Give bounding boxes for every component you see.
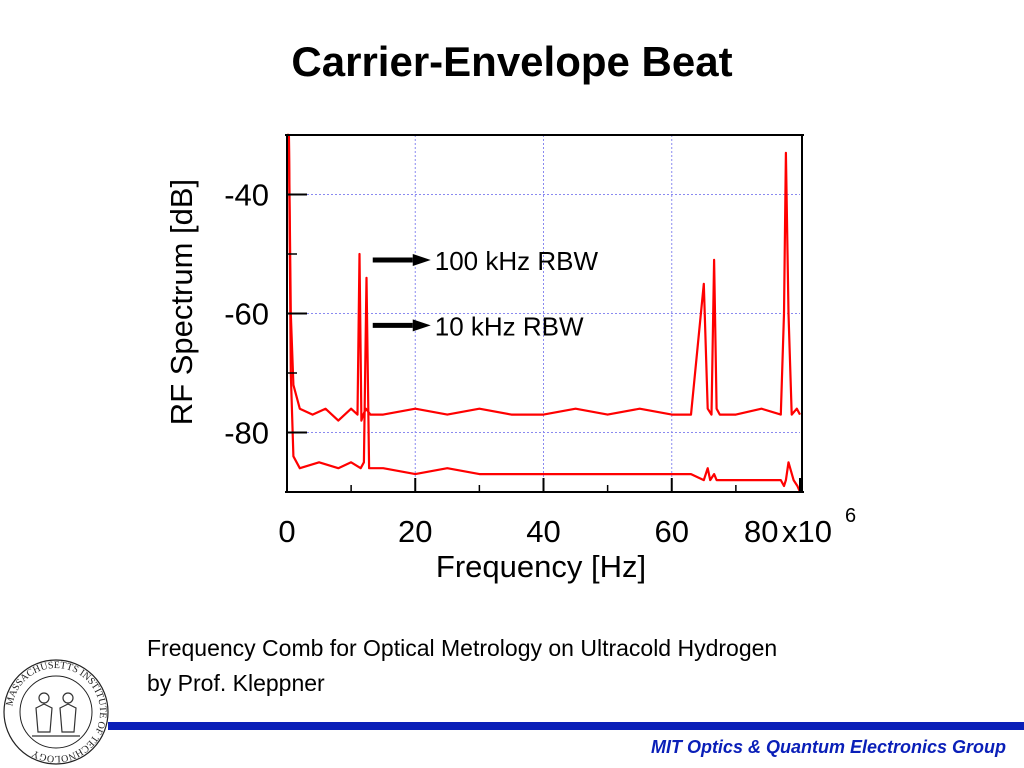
chart-ticks: 0 20 40 60 80 x10 6 -40 -60 -80: [224, 134, 856, 549]
chart-series-line: [287, 133, 801, 422]
chart-annotations: 100 kHz RBW 10 kHz RBW: [372, 246, 599, 341]
footer-text: MIT Optics & Quantum Electronics Group: [650, 737, 1006, 757]
annotation-label: 100 kHz RBW: [435, 246, 599, 276]
annotation-label: 10 kHz RBW: [435, 311, 584, 341]
x-tick-label: 0: [278, 514, 295, 549]
chart: 0 20 40 60 80 x10 6 -40 -60 -80 100 kHz RBW 10 kHz…: [164, 133, 856, 584]
annotation-arrow-head: [412, 319, 431, 332]
x-tick-label: 20: [398, 514, 432, 549]
y-tick-label: -60: [224, 297, 269, 332]
x-multiplier-exponent: 6: [845, 505, 856, 527]
y-axis-label: RF Spectrum [dB]: [164, 179, 199, 425]
chart-series-line: [287, 133, 802, 493]
x-axis-label: Frequency [Hz]: [436, 549, 646, 584]
x-tick-label: 80: [744, 514, 778, 549]
chart-grid: [287, 135, 800, 492]
chart-series-group: [287, 133, 802, 493]
x-multiplier-label: x10: [782, 514, 832, 549]
caption-line-1: Frequency Comb for Optical Metrology on …: [147, 635, 778, 661]
x-tick-label: 40: [526, 514, 560, 549]
y-tick-label: -40: [224, 178, 269, 213]
annotation-arrow-head: [412, 253, 431, 266]
caption-line-2: by Prof. Kleppner: [147, 670, 325, 696]
x-tick-label: 60: [655, 514, 689, 549]
y-tick-label: -80: [224, 416, 269, 451]
mit-seal-logo: MASSACHUSETTS INSTITUTE OF TECHNOLOGY: [3, 659, 109, 765]
footer-bar: [108, 722, 1024, 730]
slide-title: Carrier-Envelope Beat: [291, 38, 733, 85]
